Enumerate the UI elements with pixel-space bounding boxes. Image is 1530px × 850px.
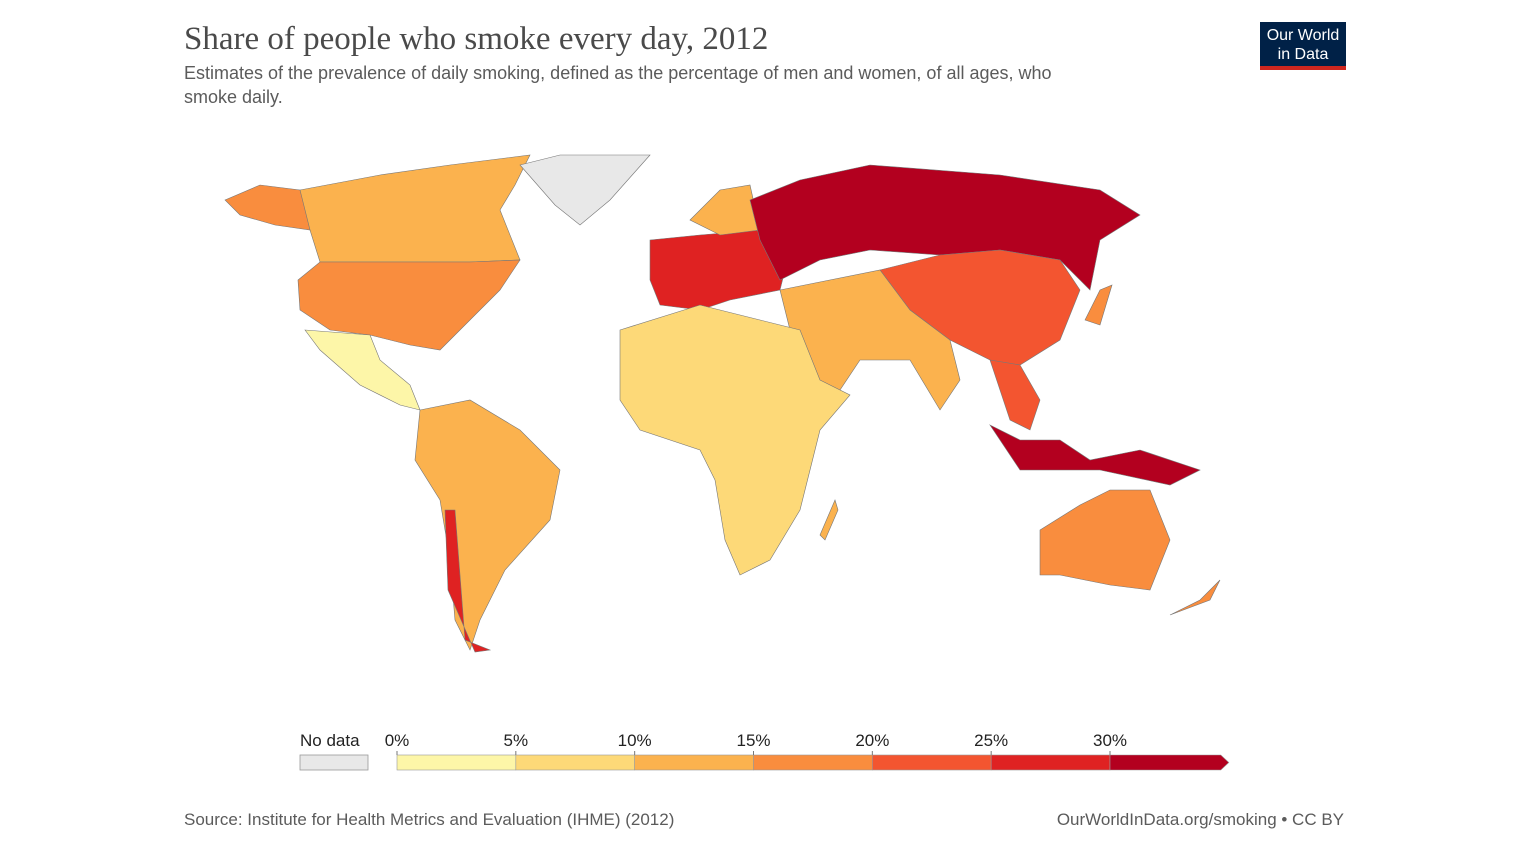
region: [297, 259, 521, 351]
legend-tick-label: 5%: [504, 731, 529, 750]
subtitle: smoke daily.: [184, 87, 283, 107]
no-data-label: No data: [300, 731, 360, 750]
logo[interactable]: Our World in Data: [1260, 22, 1346, 70]
legend-bin: [990, 754, 1111, 771]
region: [1084, 284, 1113, 326]
legend-bin: [396, 754, 517, 771]
legend-bin: [753, 754, 873, 771]
logo-bar: [1260, 66, 1346, 70]
region: [1169, 579, 1221, 616]
region: [1039, 489, 1171, 591]
logo-text: in Data: [1278, 46, 1329, 63]
region: [989, 424, 1201, 486]
legend-tick-label: 10%: [618, 731, 652, 750]
subtitle: Estimates of the prevalence of daily smo…: [184, 63, 1052, 83]
legend-bin: [634, 754, 754, 771]
source: Source: Institute for Health Metrics and…: [184, 810, 674, 829]
region: [749, 164, 1141, 291]
logo-text: Our World: [1267, 27, 1340, 44]
legend-tick-label: 20%: [855, 731, 889, 750]
region: [619, 304, 851, 576]
map: [224, 154, 1221, 653]
credit: OurWorldInData.org/smoking • CC BY: [1057, 810, 1344, 829]
no-data-swatch: [299, 754, 369, 771]
region: [989, 359, 1041, 431]
legend-tick-label: 15%: [736, 731, 770, 750]
legend: No data 0% 5% 10% 15% 20% 25% 30%: [299, 731, 1230, 771]
region: [689, 184, 761, 236]
legend-tick-label: 25%: [974, 731, 1008, 750]
region: [414, 399, 561, 651]
region: [289, 154, 531, 263]
region: [224, 184, 311, 231]
region: [444, 509, 492, 653]
legend-tick-label: 0%: [385, 731, 410, 750]
region: [519, 154, 651, 226]
legend-bin: [515, 754, 635, 771]
legend-tick-label: 30%: [1093, 731, 1127, 750]
legend-bin: [872, 754, 992, 771]
region: [819, 499, 839, 541]
logo-box: [1260, 22, 1346, 66]
legend-bin: [1109, 754, 1230, 771]
title: Share of people who smoke every day, 201…: [184, 21, 768, 57]
